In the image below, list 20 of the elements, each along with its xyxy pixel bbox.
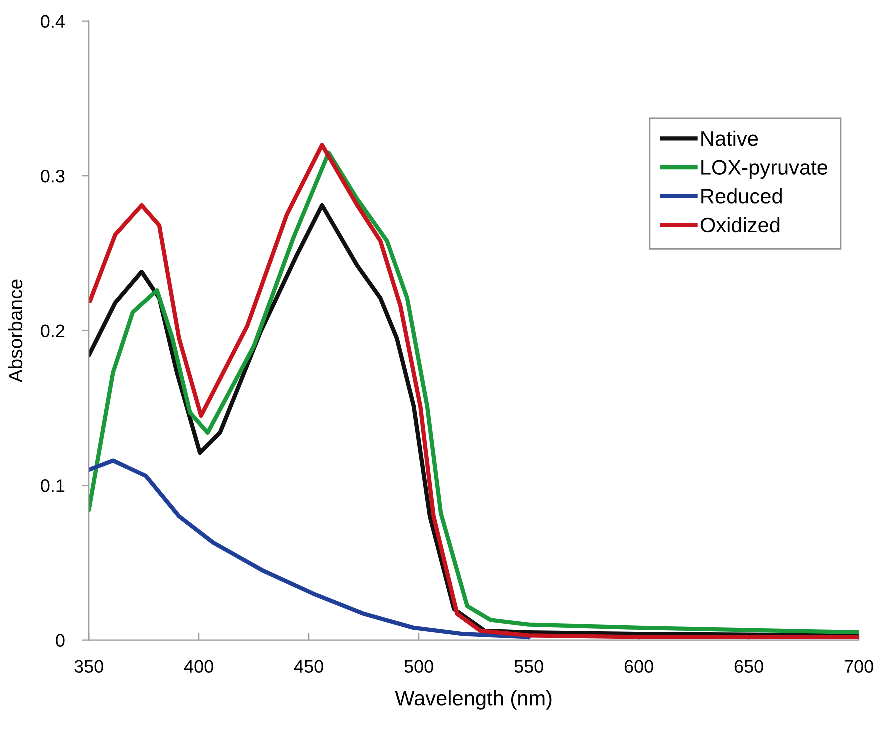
y-axis-title: Absorbance [8,280,23,383]
y-tick-label: 0.3 [41,170,65,183]
y-tick-label: 0.1 [41,480,65,492]
x-tick-label: 700 [844,660,874,674]
y-tick-label: 0.4 [41,15,65,28]
x-tick-label: 550 [514,660,544,674]
legend-label: Reduced [702,188,782,204]
x-tick-label: 600 [624,660,654,674]
x-axis-title: Wavelength (nm) [395,690,552,710]
legend-label: Oxidized [700,217,780,233]
x-tick-label: 450 [294,660,324,674]
legend-label: LOX-pyruvate [702,160,828,180]
y-tick-label: 0.2 [41,324,65,338]
x-tick-label: 650 [734,660,764,674]
y-tick-label: 0 [56,634,65,648]
x-tick-label: 400 [184,660,214,674]
legend-label: Native [702,130,758,146]
line-series [89,458,532,640]
x-tick-label: 350 [74,660,104,674]
x-tick-label: 500 [404,660,434,674]
